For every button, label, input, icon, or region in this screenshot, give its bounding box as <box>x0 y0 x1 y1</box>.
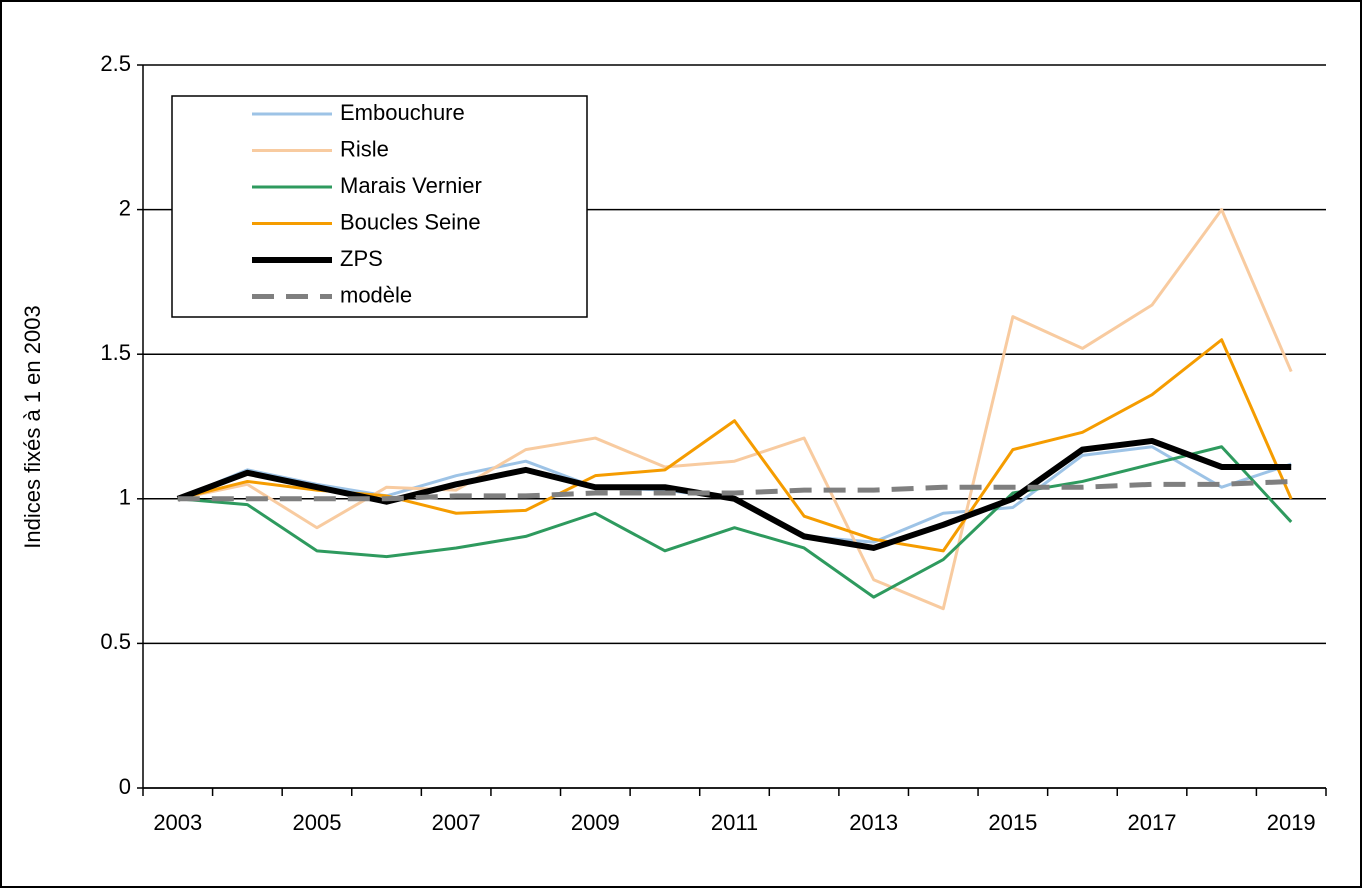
legend-label: Risle <box>340 136 389 161</box>
x-tick-label: 2017 <box>1128 810 1177 835</box>
legend-label: Marais Vernier <box>340 173 482 198</box>
series-line <box>177 445 1293 599</box>
legend-label: Embouchure <box>340 100 465 125</box>
x-tick-label: 2019 <box>1267 810 1316 835</box>
y-tick-label: 2 <box>119 195 131 220</box>
x-tick-label: 2009 <box>571 810 620 835</box>
x-tick-label: 2005 <box>292 810 341 835</box>
legend-label: ZPS <box>340 246 383 271</box>
legend-box <box>171 95 588 318</box>
x-tick-label: 2007 <box>432 810 481 835</box>
legend-label: modèle <box>340 282 412 307</box>
x-tick-label: 2003 <box>153 810 202 835</box>
y-tick-label: 0.5 <box>100 629 131 654</box>
y-tick-label: 1.5 <box>100 340 131 365</box>
x-tick-label: 2013 <box>849 810 898 835</box>
legend-label: Boucles Seine <box>340 209 481 234</box>
y-axis-label: Indices fixés à 1 en 2003 <box>20 305 45 548</box>
x-tick-label: 2015 <box>988 810 1037 835</box>
x-tick-label: 2011 <box>711 810 758 835</box>
y-tick-label: 0 <box>119 774 131 799</box>
y-tick-label: 2.5 <box>100 51 131 76</box>
series-line <box>177 478 1292 502</box>
y-tick-label: 1 <box>119 485 131 510</box>
